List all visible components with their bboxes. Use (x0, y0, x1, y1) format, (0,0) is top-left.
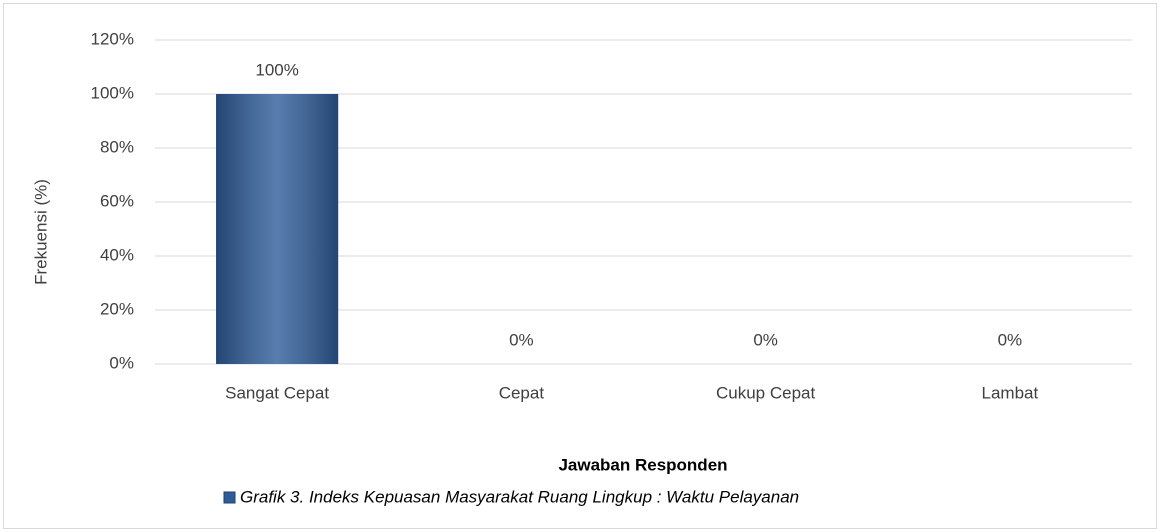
legend-marker (223, 491, 236, 504)
value-label: 0% (509, 330, 534, 349)
value-label: 0% (753, 330, 778, 349)
x-tick-label: Lambat (982, 383, 1039, 402)
legend-label: Grafik 3. Indeks Kepuasan Masyarakat Rua… (240, 487, 799, 506)
y-axis-title: Frekuensi (%) (31, 179, 50, 285)
y-tick-label: 40% (100, 245, 134, 264)
value-label: 0% (998, 330, 1023, 349)
y-tick-label: 20% (100, 299, 134, 318)
x-tick-label: Sangat Cepat (225, 383, 329, 402)
value-label: 100% (255, 60, 298, 79)
x-tick-label: Cukup Cepat (716, 383, 816, 402)
y-tick-label: 0% (109, 353, 134, 372)
y-tick-label: 80% (100, 137, 134, 156)
y-tick-label: 100% (91, 83, 134, 102)
chart-border (3, 3, 1157, 529)
x-axis-title: Jawaban Responden (558, 455, 727, 474)
y-tick-label: 120% (91, 29, 134, 48)
y-tick-label: 60% (100, 191, 134, 210)
bar-shine (216, 94, 339, 364)
x-tick-label: Cepat (499, 383, 545, 402)
